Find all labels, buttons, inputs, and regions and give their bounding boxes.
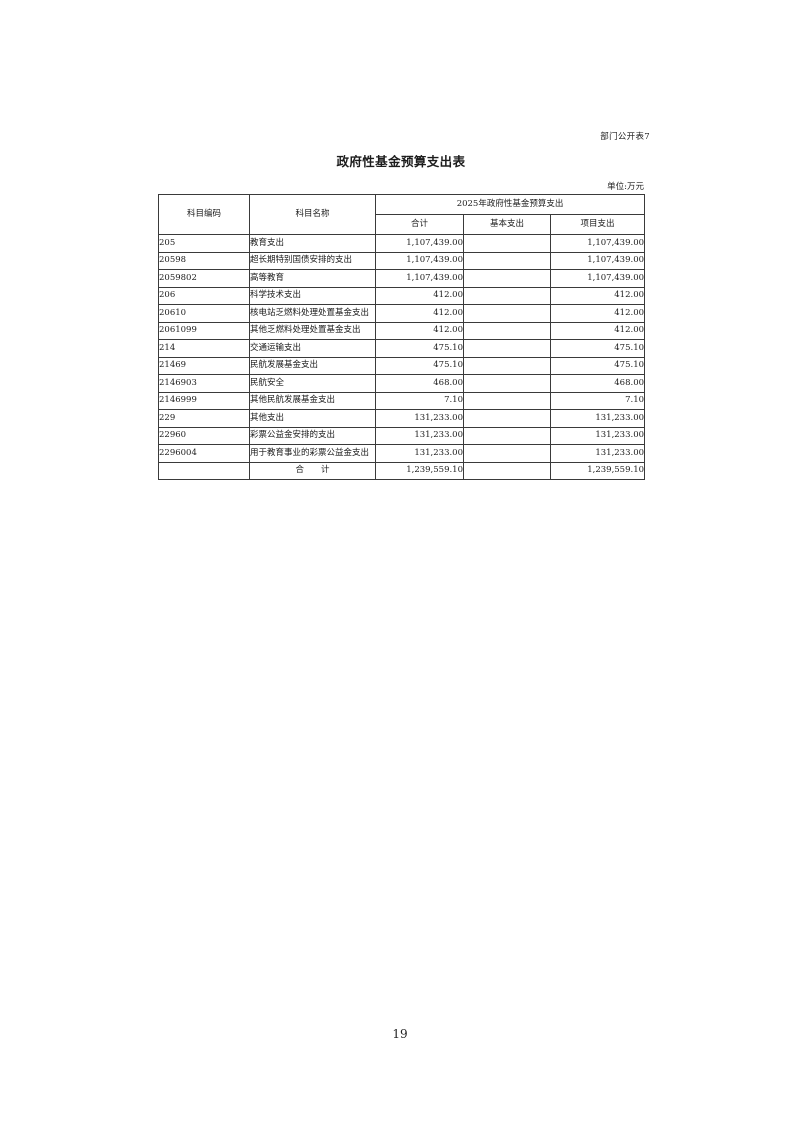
cell-subject-code: 2146903 <box>158 374 250 393</box>
cell-project: 412.00 <box>549 321 646 340</box>
cell-subject-code: 22960 <box>158 426 250 445</box>
cell-basic <box>463 234 551 253</box>
header-project: 项目支出 <box>549 214 646 235</box>
cell-project: 7.10 <box>549 391 646 410</box>
header-total: 合计 <box>375 214 464 235</box>
cell-subject-name: 彩票公益金安排的支出 <box>249 426 376 445</box>
table-body: 205 教育支出 1,107,439.00 1,107,439.00 20598… <box>158 234 646 463</box>
cell-subject-name: 交通运输支出 <box>249 339 376 358</box>
cell-subject-name: 高等教育 <box>249 269 376 288</box>
cell-basic <box>463 321 551 340</box>
unit-label: 单位:万元 <box>607 182 644 192</box>
total-sum-cell: 1,239,559.10 <box>375 461 464 480</box>
cell-total: 7.10 <box>375 391 464 410</box>
cell-project: 131,233.00 <box>549 426 646 445</box>
table-row: 20610 核电站乏燃料处理处置基金支出 412.00 412.00 <box>158 304 646 323</box>
cell-project: 412.00 <box>549 304 646 323</box>
cell-basic <box>463 374 551 393</box>
cell-project: 475.10 <box>549 356 646 375</box>
cell-basic <box>463 409 551 428</box>
cell-project: 468.00 <box>549 374 646 393</box>
table-row: 2059802 高等教育 1,107,439.00 1,107,439.00 <box>158 269 646 288</box>
cell-project: 131,233.00 <box>549 444 646 463</box>
cell-project: 131,233.00 <box>549 409 646 428</box>
table-row: 21469 民航发展基金支出 475.10 475.10 <box>158 356 646 375</box>
cell-subject-code: 214 <box>158 339 250 358</box>
cell-project: 1,107,439.00 <box>549 269 646 288</box>
cell-basic <box>463 444 551 463</box>
table-row: 214 交通运输支出 475.10 475.10 <box>158 339 646 358</box>
table-row: 22960 彩票公益金安排的支出 131,233.00 131,233.00 <box>158 426 646 445</box>
cell-total: 412.00 <box>375 304 464 323</box>
table-row: 2296004 用于教育事业的彩票公益金支出 131,233.00 131,23… <box>158 444 646 463</box>
cell-subject-name: 民航安全 <box>249 374 376 393</box>
total-code-cell <box>158 461 250 480</box>
cell-subject-code: 20598 <box>158 251 250 270</box>
header-budget-group: 2025年政府性基金预算支出 <box>374 194 646 215</box>
table-row: 2061099 其他乏燃料处理处置基金支出 412.00 412.00 <box>158 321 646 340</box>
cell-total: 131,233.00 <box>375 444 464 463</box>
cell-total: 131,233.00 <box>375 426 464 445</box>
cell-project: 412.00 <box>549 286 646 305</box>
cell-basic <box>463 356 551 375</box>
cell-total: 412.00 <box>375 286 464 305</box>
cell-subject-name: 教育支出 <box>249 234 376 253</box>
cell-subject-name: 核电站乏燃料处理处置基金支出 <box>249 304 376 323</box>
total-project-cell: 1,239,559.10 <box>549 461 646 480</box>
header-subject-code: 科目编码 <box>158 194 250 235</box>
cell-project: 475.10 <box>549 339 646 358</box>
cell-subject-code: 21469 <box>158 356 250 375</box>
cell-basic <box>463 304 551 323</box>
table-row: 20598 超长期特别国债安排的支出 1,107,439.00 1,107,43… <box>158 251 646 270</box>
cell-subject-name: 用于教育事业的彩票公益金支出 <box>249 444 376 463</box>
budget-table: 科目编码 科目名称 2025年政府性基金预算支出 合计 基本支出 项目支出 20… <box>158 194 646 480</box>
cell-basic <box>463 251 551 270</box>
page-number: 19 <box>392 1027 408 1041</box>
cell-basic <box>463 426 551 445</box>
cell-project: 1,107,439.00 <box>549 251 646 270</box>
cell-basic <box>463 339 551 358</box>
document-sheet: 部门公开表7 政府性基金预算支出表 单位:万元 科目编码 科目名称 2025年政… <box>158 130 650 480</box>
cell-total: 1,107,439.00 <box>375 251 464 270</box>
cell-subject-code: 205 <box>158 234 250 253</box>
table-row: 205 教育支出 1,107,439.00 1,107,439.00 <box>158 234 646 253</box>
header-row-1: 科目编码 科目名称 2025年政府性基金预算支出 <box>158 194 646 235</box>
table-row: 206 科学技术支出 412.00 412.00 <box>158 286 646 305</box>
header-row-2: 合计 基本支出 项目支出 <box>159 214 646 235</box>
cell-total: 475.10 <box>375 339 464 358</box>
cell-total: 1,107,439.00 <box>375 269 464 288</box>
total-row: 合 计 1,239,559.10 1,239,559.10 <box>158 461 646 480</box>
cell-project: 1,107,439.00 <box>549 234 646 253</box>
cell-total: 412.00 <box>375 321 464 340</box>
table-row: 229 其他支出 131,233.00 131,233.00 <box>158 409 646 428</box>
cell-basic <box>463 286 551 305</box>
header-subject-name: 科目名称 <box>249 194 376 235</box>
cell-subject-name: 其他民航发展基金支出 <box>249 391 376 410</box>
cell-basic <box>463 391 551 410</box>
cell-subject-code: 2059802 <box>158 269 250 288</box>
cell-total: 468.00 <box>375 374 464 393</box>
cell-subject-code: 206 <box>158 286 250 305</box>
cell-subject-code: 2296004 <box>158 444 250 463</box>
doc-label: 部门公开表7 <box>600 132 650 142</box>
total-label: 合 计 <box>249 461 376 480</box>
total-basic-cell <box>463 461 551 480</box>
cell-subject-code: 2061099 <box>158 321 250 340</box>
header-basic: 基本支出 <box>463 214 551 235</box>
table-row: 2146903 民航安全 468.00 468.00 <box>158 374 646 393</box>
cell-subject-name: 科学技术支出 <box>249 286 376 305</box>
cell-basic <box>463 269 551 288</box>
page-title: 政府性基金预算支出表 <box>336 154 466 169</box>
cell-subject-code: 2146999 <box>158 391 250 410</box>
cell-subject-name: 超长期特别国债安排的支出 <box>249 251 376 270</box>
cell-subject-name: 其他乏燃料处理处置基金支出 <box>249 321 376 340</box>
cell-subject-code: 229 <box>158 409 250 428</box>
table-row: 2146999 其他民航发展基金支出 7.10 7.10 <box>158 391 646 410</box>
cell-total: 475.10 <box>375 356 464 375</box>
cell-total: 1,107,439.00 <box>375 234 464 253</box>
cell-total: 131,233.00 <box>375 409 464 428</box>
cell-subject-name: 其他支出 <box>249 409 376 428</box>
cell-subject-code: 20610 <box>158 304 250 323</box>
cell-subject-name: 民航发展基金支出 <box>249 356 376 375</box>
